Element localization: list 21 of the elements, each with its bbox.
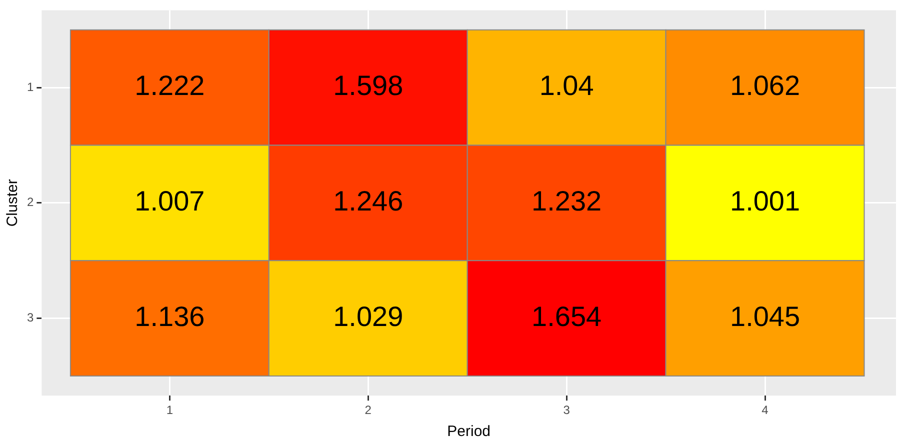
data-label: 1.222 (134, 70, 205, 102)
data-label: 1.598 (333, 70, 404, 102)
x-tick-label: 4 (762, 403, 769, 418)
data-label: 1.136 (134, 301, 205, 332)
x-tick-label: 1 (166, 403, 174, 418)
data-label: 1.001 (730, 186, 800, 217)
y-tick-label: 2 (26, 195, 34, 210)
y-tick-label: 3 (26, 310, 34, 325)
data-label: 1.045 (730, 301, 800, 332)
data-label: 1.654 (532, 301, 602, 332)
x-tick-label: 3 (563, 403, 570, 418)
data-label: 1.04 (539, 70, 594, 102)
data-label: 1.246 (333, 186, 404, 217)
data-label: 1.062 (730, 70, 800, 102)
y-axis-title: Cluster (4, 179, 22, 227)
x-tick-label: 2 (364, 403, 372, 418)
y-tick-label: 1 (26, 80, 34, 94)
data-label: 1.029 (333, 301, 404, 332)
data-label: 1.232 (532, 186, 602, 217)
x-axis-title: Period (447, 423, 491, 440)
data-label: 1.007 (134, 186, 205, 217)
